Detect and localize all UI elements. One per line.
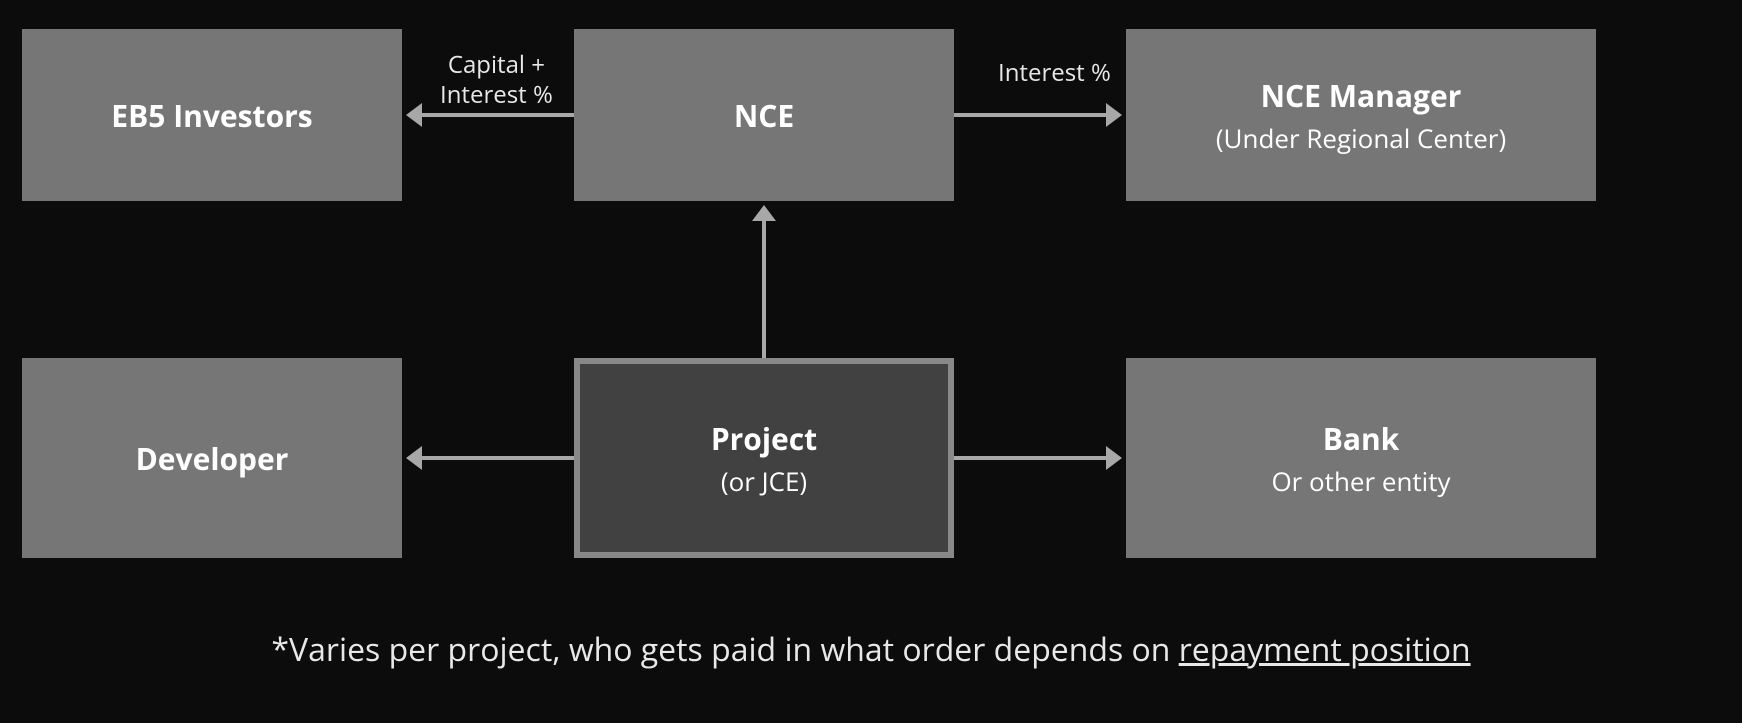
node-title: EB5 Investors bbox=[111, 95, 312, 136]
node-subtitle: Or other entity bbox=[1271, 463, 1450, 499]
footnote-underline: repayment position bbox=[1179, 628, 1471, 671]
node-title: NCE bbox=[734, 95, 794, 136]
node-bank: Bank Or other entity bbox=[1126, 358, 1596, 558]
edge-label-interest: Interest % bbox=[998, 58, 1111, 88]
footnote-text: *Varies per project, who gets paid in wh… bbox=[271, 628, 1178, 671]
node-project: Project (or JCE) bbox=[574, 358, 954, 558]
node-nce: NCE bbox=[574, 29, 954, 201]
node-title: Project bbox=[711, 418, 817, 459]
node-subtitle: (or JCE) bbox=[721, 463, 807, 499]
node-title: NCE Manager bbox=[1261, 75, 1462, 116]
node-eb5-investors: EB5 Investors bbox=[22, 29, 402, 201]
edge-label-capital-interest: Capital +Interest % bbox=[440, 50, 553, 110]
node-title: Developer bbox=[136, 438, 289, 479]
node-subtitle: (Under Regional Center) bbox=[1216, 120, 1506, 156]
node-nce-manager: NCE Manager (Under Regional Center) bbox=[1126, 29, 1596, 201]
node-developer: Developer bbox=[22, 358, 402, 558]
node-title: Bank bbox=[1323, 418, 1400, 459]
footnote: *Varies per project, who gets paid in wh… bbox=[0, 628, 1742, 671]
